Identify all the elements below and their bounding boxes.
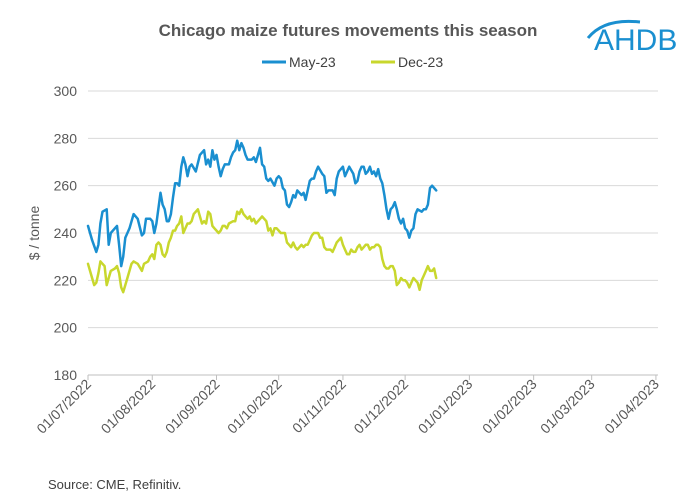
- x-tick-label: 01/02/2023: [479, 376, 540, 437]
- legend-item-may-23: May-23: [262, 54, 336, 70]
- series-line-dec-23: [86, 208, 438, 294]
- x-tick-label: 01/04/2023: [601, 376, 662, 437]
- series-dec-23: [86, 208, 438, 294]
- y-tick-label: 180: [54, 367, 78, 383]
- x-tick-label: 01/03/2023: [537, 376, 598, 437]
- y-tick-label: 280: [54, 130, 78, 146]
- legend-label: May-23: [289, 54, 336, 70]
- y-tick-label: 300: [54, 83, 78, 99]
- x-tick-label: 01/01/2023: [415, 376, 476, 437]
- x-tick-label: 01/08/2022: [98, 376, 159, 437]
- logo-text: AHDB: [594, 24, 677, 57]
- chart-title: Chicago maize futures movements this sea…: [159, 21, 538, 40]
- x-tick-label: 01/10/2022: [224, 376, 285, 437]
- legend-label: Dec-23: [398, 54, 443, 70]
- y-tick-label: 220: [54, 272, 78, 288]
- y-axis-label: $ / tonne: [26, 206, 42, 261]
- logo-swoosh-icon: [586, 19, 641, 39]
- x-tick-label: 01/12/2022: [350, 376, 411, 437]
- legend: May-23 Dec-23: [262, 54, 443, 70]
- y-axis-ticks: 180 200 220 240 260 280 300: [54, 83, 78, 383]
- x-tick-label: 01/09/2022: [162, 376, 223, 437]
- series-line-may-23: [86, 139, 438, 268]
- series-may-23: [86, 139, 438, 268]
- series-group: [86, 139, 438, 294]
- x-tick-label: 01/07/2022: [33, 376, 94, 437]
- source-note: Source: CME, Refinitiv.: [48, 477, 181, 492]
- gridlines: [88, 90, 658, 329]
- ahdb-logo: AHDB: [586, 19, 677, 57]
- legend-item-dec-23: Dec-23: [371, 54, 443, 70]
- y-tick-label: 240: [54, 225, 78, 241]
- y-tick-label: 260: [54, 178, 78, 194]
- x-axis-ticks: 01/07/2022 01/08/2022 01/09/2022 01/10/2022…: [33, 375, 662, 437]
- y-tick-label: 200: [54, 320, 78, 336]
- x-tick-label: 01/11/2022: [289, 376, 349, 436]
